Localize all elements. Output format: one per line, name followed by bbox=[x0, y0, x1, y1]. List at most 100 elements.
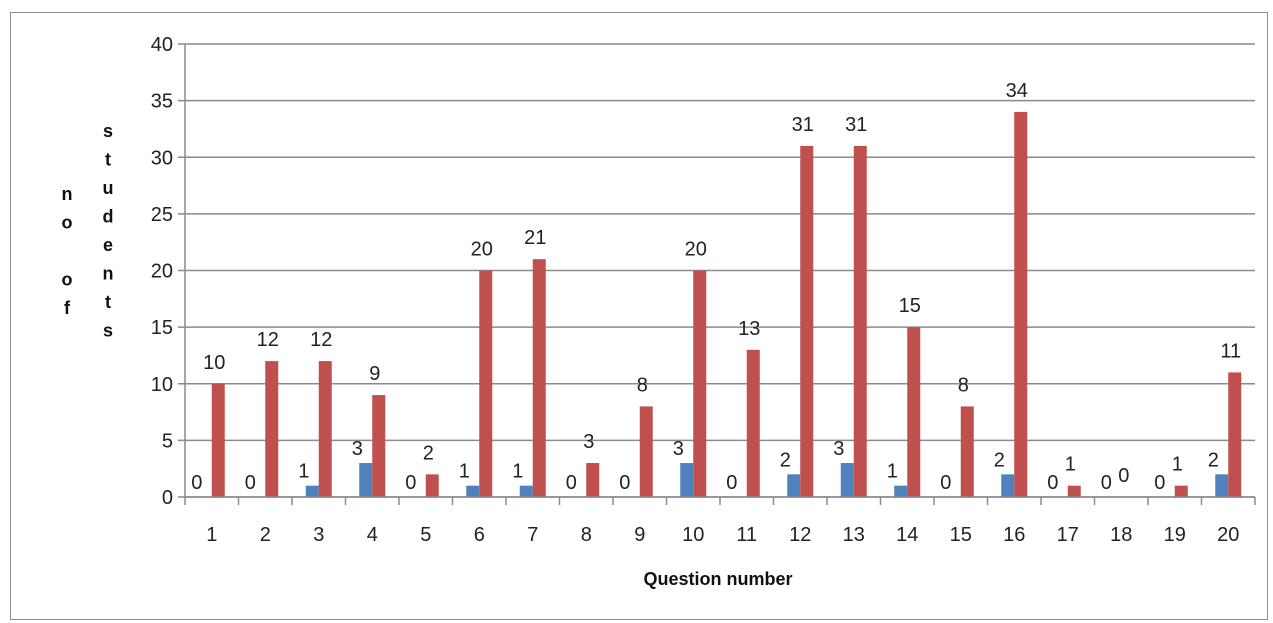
data-label-series-1: 0 bbox=[1154, 472, 1165, 494]
y-tick-label: 30 bbox=[151, 147, 173, 169]
data-label-series-1: 3 bbox=[352, 438, 363, 460]
bar-series-1 bbox=[466, 485, 480, 497]
y-axis-title-letter: o bbox=[62, 270, 73, 290]
data-label-series-2: 10 bbox=[203, 352, 225, 374]
y-tick-label: 5 bbox=[162, 430, 173, 452]
data-label-series-2: 31 bbox=[845, 114, 867, 136]
data-label-series-1: 1 bbox=[459, 461, 470, 483]
data-label-series-2: 11 bbox=[1220, 340, 1241, 362]
x-tick-label: 1 bbox=[206, 524, 217, 546]
bar-series-2 bbox=[853, 145, 867, 498]
data-label-series-2: 1 bbox=[1065, 454, 1076, 476]
data-label-series-2: 3 bbox=[583, 431, 594, 453]
y-axis-title-letter: u bbox=[103, 178, 114, 198]
bar-series-2 bbox=[960, 406, 974, 497]
data-label-series-2: 34 bbox=[1006, 80, 1028, 102]
bars bbox=[211, 111, 1242, 498]
x-tick-label: 3 bbox=[313, 524, 324, 546]
data-label-series-1: 1 bbox=[887, 461, 898, 483]
y-axis-title-letter: n bbox=[62, 184, 73, 204]
data-label-series-2: 0 bbox=[1118, 465, 1129, 487]
x-tick-label: 17 bbox=[1057, 524, 1079, 546]
y-axis-title-letter: s bbox=[103, 321, 113, 341]
y-axis-title-letter: e bbox=[103, 235, 113, 255]
data-label-series-1: 3 bbox=[833, 438, 844, 460]
y-tick-label: 35 bbox=[151, 91, 173, 113]
data-label-series-1: 0 bbox=[566, 472, 577, 494]
bar-series-2 bbox=[211, 383, 225, 497]
bar-series-1 bbox=[680, 463, 694, 497]
x-tick-label: 18 bbox=[1110, 524, 1132, 546]
bar-series-1 bbox=[1001, 474, 1015, 497]
data-label-series-2: 12 bbox=[310, 329, 332, 351]
bar-series-2 bbox=[532, 259, 546, 497]
chart-frame bbox=[10, 12, 1268, 620]
x-axis-title: Question number bbox=[643, 569, 792, 589]
x-tick-label: 14 bbox=[896, 524, 918, 546]
x-tick-label: 16 bbox=[1003, 524, 1025, 546]
data-label-series-1: 1 bbox=[512, 461, 523, 483]
x-tick-label: 11 bbox=[736, 524, 757, 546]
y-tick-label: 20 bbox=[151, 261, 173, 283]
data-label-series-1: 3 bbox=[673, 438, 684, 460]
bar-series-1 bbox=[787, 474, 801, 497]
x-tick-label: 8 bbox=[581, 524, 592, 546]
data-label-series-1: 0 bbox=[405, 472, 416, 494]
x-tick-label: 15 bbox=[950, 524, 972, 546]
bar-series-1 bbox=[840, 463, 854, 497]
data-label-series-2: 21 bbox=[524, 227, 546, 249]
data-label-series-2: 1 bbox=[1172, 454, 1183, 476]
data-label-series-2: 8 bbox=[958, 374, 969, 396]
data-label-series-2: 13 bbox=[738, 318, 760, 340]
data-label-series-1: 0 bbox=[619, 472, 630, 494]
x-tick-label: 13 bbox=[843, 524, 865, 546]
y-tick-label: 10 bbox=[151, 374, 173, 396]
x-tick-label: 10 bbox=[682, 524, 704, 546]
y-axis-title-letter: f bbox=[64, 298, 71, 318]
bar-series-1 bbox=[359, 463, 373, 497]
bar-series-2 bbox=[479, 270, 493, 497]
y-axis-title-letter: s bbox=[103, 121, 113, 141]
data-label-series-2: 12 bbox=[257, 329, 279, 351]
bar-series-2 bbox=[639, 406, 653, 497]
bar-series-2 bbox=[1014, 111, 1028, 497]
data-label-series-1: 1 bbox=[298, 461, 309, 483]
data-label-series-2: 20 bbox=[685, 239, 707, 261]
x-tick-label: 12 bbox=[789, 524, 811, 546]
bar-series-2 bbox=[800, 145, 814, 498]
x-tick-label: 20 bbox=[1217, 524, 1239, 546]
data-label-series-1: 2 bbox=[1208, 449, 1219, 471]
data-labels: 0100121123902120121030832001323133111508… bbox=[191, 80, 1241, 494]
y-axis-title-letter: t bbox=[105, 292, 111, 312]
x-tick-label: 5 bbox=[420, 524, 431, 546]
data-label-series-2: 8 bbox=[637, 374, 648, 396]
gridlines bbox=[185, 43, 1255, 498]
bar-series-2 bbox=[746, 349, 760, 497]
y-axis-title-letter: o bbox=[62, 213, 73, 233]
x-tick-label: 2 bbox=[260, 524, 271, 546]
bar-series-2 bbox=[907, 327, 921, 497]
x-tick-label: 4 bbox=[367, 524, 378, 546]
data-label-series-1: 0 bbox=[191, 472, 202, 494]
x-tick-label: 7 bbox=[527, 524, 538, 546]
data-label-series-1: 0 bbox=[940, 472, 951, 494]
bar-series-2 bbox=[318, 361, 332, 497]
y-axis-title-letter: n bbox=[103, 264, 114, 284]
bar-series-1 bbox=[305, 485, 319, 497]
bar-series-2 bbox=[586, 463, 600, 497]
x-tick-label: 9 bbox=[634, 524, 645, 546]
data-label-series-2: 20 bbox=[471, 239, 493, 261]
data-label-series-2: 31 bbox=[792, 114, 814, 136]
y-tick-label: 25 bbox=[151, 204, 173, 226]
data-label-series-1: 2 bbox=[994, 449, 1005, 471]
data-label-series-2: 9 bbox=[369, 363, 380, 385]
bar-series-2 bbox=[1174, 485, 1188, 497]
x-tick-label: 19 bbox=[1164, 524, 1186, 546]
y-tick-label: 40 bbox=[151, 34, 173, 56]
y-axis-title-letter: d bbox=[103, 207, 114, 227]
bar-series-2 bbox=[1067, 485, 1081, 497]
bar-series-2 bbox=[265, 361, 279, 497]
